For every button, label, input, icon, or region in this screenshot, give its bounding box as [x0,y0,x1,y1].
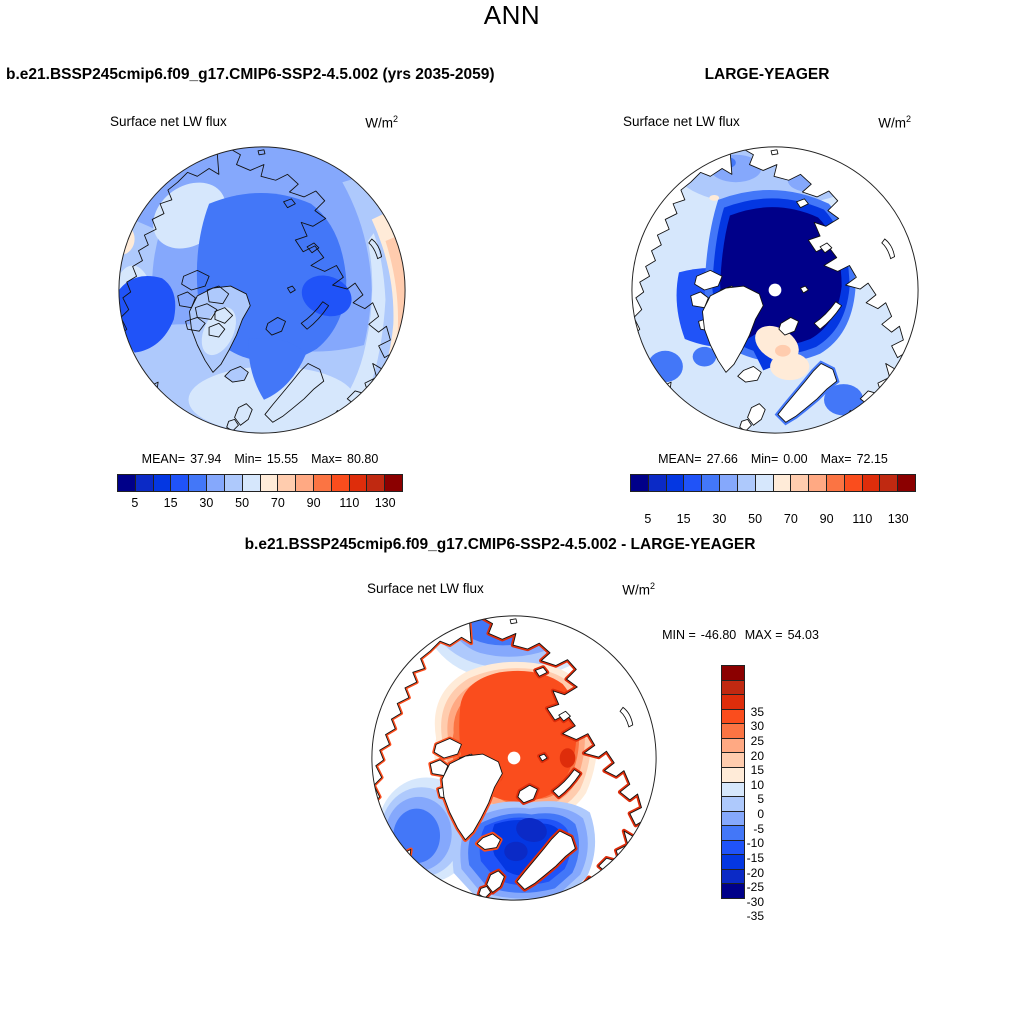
obs-panel-title: LARGE-YEAGER [704,66,830,83]
colorbar-tick-label: 25 [750,733,764,748]
model-stats: MEAN= 37.94 Min= 15.55 Max= 80.80 [141,452,379,466]
colorbar-tick-label: 110 [339,496,360,510]
colorbar-tick-label: 70 [783,512,798,526]
diff-map [371,615,657,901]
obs-field-label: Surface net LW flux [623,114,740,129]
colorbar-tick-label: 15 [163,496,178,510]
model-units: W/m2 [365,114,398,131]
model-colorbar [117,474,403,492]
obs-map [631,146,919,434]
colorbar-tick-label: 5 [131,496,139,510]
colorbar-tick-label: 130 [374,496,396,510]
model-map [118,146,406,434]
colorbar-tick-label: 130 [887,512,909,526]
obs-field-row: Surface net LW flux W/m2 [623,114,911,131]
colorbar-tick-label: 30 [199,496,214,510]
colorbar-tick-label: 15 [750,763,764,778]
map-border-circle [371,615,657,901]
colorbar-tick-label: 110 [852,512,873,526]
diff-field-label: Surface net LW flux [367,581,484,596]
colorbar-tick-label: 90 [819,512,834,526]
colorbar-tick-label: 50 [235,496,250,510]
obs-stats: MEAN= 27.66 Min= 0.00 Max= 72.15 [658,452,888,466]
colorbar-tick-label: -25 [746,880,764,895]
colorbar-tick-label: 20 [750,748,764,763]
model-field-label: Surface net LW flux [110,114,227,129]
model-field-row: Surface net LW flux W/m2 [110,114,398,131]
model-colorbar-ticks: 5 15 30 50 70 90 110 130 [117,496,403,512]
diff-colorbar [721,665,745,899]
colorbar-tick-label: 0 [757,807,764,821]
colorbar-tick-label: -5 [753,821,764,836]
diff-minmax: MIN = -46.80 MAX = 54.03 [662,628,819,642]
colorbar-tick-label: -35 [746,909,764,924]
colorbar-tick-label: 30 [712,512,727,526]
obs-colorbar-ticks: 5 15 30 50 70 90 110 130 [630,512,916,528]
obs-colorbar [630,474,916,492]
colorbar-tick-label: 10 [750,777,764,792]
colorbar-tick-label: 35 [750,704,764,719]
pole-missing-data-dot [507,751,521,765]
colorbar-tick-label: 5 [757,792,764,807]
colorbar-tick-label: -30 [746,894,764,909]
colorbar-tick-label: -20 [746,865,764,880]
model-panel-title: b.e21.BSSP245cmip6.f09_g17.CMIP6-SSP2-4.… [6,66,495,83]
diff-units: W/m2 [622,581,655,598]
colorbar-tick-label: 30 [750,719,764,734]
colorbar-tick-label: 15 [676,512,691,526]
colorbar-tick-label: 50 [748,512,763,526]
diff-panel-title: b.e21.BSSP245cmip6.f09_g17.CMIP6-SSP2-4.… [244,536,756,553]
colorbar-tick-label: -15 [746,850,764,865]
map-border-circle [631,146,919,434]
diff-field-row: Surface net LW flux W/m2 [367,581,655,598]
colorbar-tick-label: 90 [306,496,321,510]
colorbar-tick-label: 70 [270,496,285,510]
colorbar-tick-label: 5 [644,512,652,526]
diff-colorbar-ticks: 35 30 25 20 15 10 5 0 -5 -10 -15 -20 -25 -30 -35 [734,697,764,931]
pole-missing-data-dot [768,283,782,297]
colorbar-tick-label: -10 [746,836,764,851]
map-border-circle [118,146,406,434]
page-title: ANN [483,0,541,30]
obs-units: W/m2 [878,114,911,131]
